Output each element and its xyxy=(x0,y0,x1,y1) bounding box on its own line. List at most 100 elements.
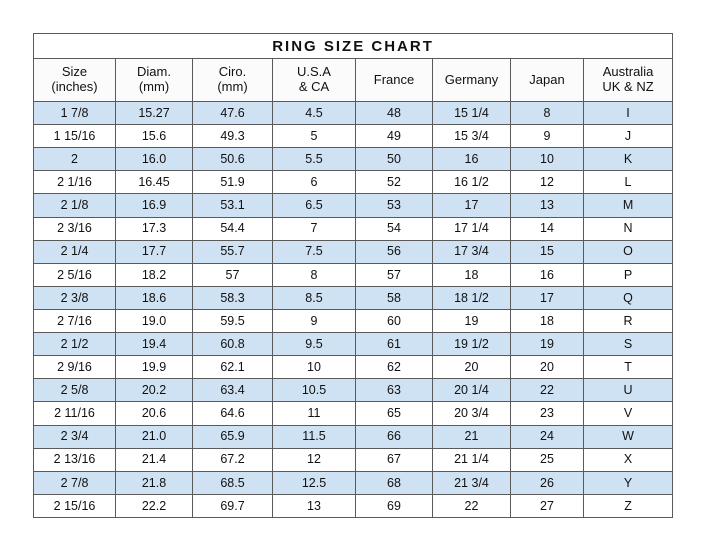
table-cell: 8.5 xyxy=(272,285,356,310)
table-cell: 27 xyxy=(510,493,584,519)
table-head: RING SIZE CHART Size (inches) Diam. (mm) Cir… xyxy=(32,33,674,102)
table-cell: 6.5 xyxy=(272,193,356,218)
table-cell: 55.7 xyxy=(192,239,273,264)
table-cell: 50.6 xyxy=(192,147,273,172)
table-cell: 57 xyxy=(355,262,433,287)
table-cell: 15 1/4 xyxy=(432,100,511,126)
table-row: 2 5/16 18.2 57 8 57 18 16 P xyxy=(33,262,674,287)
table-cell: 47.6 xyxy=(192,100,273,126)
table-cell: 18 xyxy=(510,308,584,334)
table-cell: Z xyxy=(582,493,674,519)
table-cell: 17.7 xyxy=(115,239,193,264)
table-cell: 68.5 xyxy=(192,470,273,495)
table-cell: 12 xyxy=(510,170,584,195)
table-cell: 18.6 xyxy=(115,285,193,310)
table-cell: 18.2 xyxy=(115,262,193,287)
column-header-line2: (mm) xyxy=(217,79,248,94)
table-row: 1 7/8 15.27 47.6 4.5 48 15 1/4 8 I xyxy=(33,100,674,126)
column-header-row: Size (inches) Diam. (mm) Ciro. (mm) U.S.A & CA F… xyxy=(33,58,674,102)
table-cell: 26 xyxy=(510,470,584,495)
table-row: 2 3/16 17.3 54.4 7 54 17 1/4 14 N xyxy=(33,216,674,241)
table-cell: R xyxy=(582,308,674,334)
table-cell: 17 3/4 xyxy=(432,239,511,264)
column-header-4: France xyxy=(355,58,433,102)
table-cell: 5.5 xyxy=(272,147,356,172)
column-header-1: Diam. (mm) xyxy=(115,58,193,102)
table-cell: 22.2 xyxy=(115,493,193,519)
table-cell: 15 3/4 xyxy=(432,124,511,149)
table-cell: 10.5 xyxy=(272,378,356,403)
table-row: 2 3/4 21.0 65.9 11.5 66 21 24 W xyxy=(33,424,674,449)
table-row: 2 3/8 18.6 58.3 8.5 58 18 1/2 17 Q xyxy=(33,285,674,310)
table-cell: 56 xyxy=(355,239,433,264)
table-cell: 63.4 xyxy=(192,378,273,403)
table-cell: 21.0 xyxy=(115,424,193,449)
table-cell: 2 xyxy=(33,147,116,172)
table-cell: 21 xyxy=(432,424,511,449)
table-body: 1 7/8 15.27 47.6 4.5 48 15 1/4 8 I 1 15/16 15.6 49… xyxy=(33,100,674,519)
table-cell: P xyxy=(582,262,674,287)
table-row: 2 7/8 21.8 68.5 12.5 68 21 3/4 26 Y xyxy=(33,470,674,495)
table-cell: W xyxy=(582,424,674,449)
table-cell: 15 xyxy=(510,239,584,264)
table-cell: I xyxy=(582,100,674,126)
table-cell: 20 3/4 xyxy=(432,401,511,426)
ring-size-table: RING SIZE CHART Size (inches) Diam. (mm) Cir… xyxy=(32,33,674,519)
table-cell: 2 1/8 xyxy=(33,193,116,218)
table-cell: 19.9 xyxy=(115,355,193,380)
table-cell: 19 xyxy=(510,332,584,357)
table-cell: 49 xyxy=(355,124,433,149)
table-cell: T xyxy=(582,355,674,380)
table-cell: 17 xyxy=(510,285,584,310)
table-row: 2 5/8 20.2 63.4 10.5 63 20 1/4 22 U xyxy=(33,378,674,403)
table-cell: 49.3 xyxy=(192,124,273,149)
table-cell: 11 xyxy=(272,401,356,426)
table-cell: 66 xyxy=(355,424,433,449)
column-header-line2: & CA xyxy=(298,79,330,94)
table-cell: Y xyxy=(582,470,674,495)
table-cell: 2 3/16 xyxy=(33,216,116,241)
table-cell: 8 xyxy=(272,262,356,287)
table-cell: 11.5 xyxy=(272,424,356,449)
table-cell: 16.9 xyxy=(115,193,193,218)
table-cell: 12.5 xyxy=(272,470,356,495)
table-cell: 24 xyxy=(510,424,584,449)
table-cell: 12 xyxy=(272,447,356,472)
table-cell: 16 xyxy=(510,262,584,287)
table-row: 2 1/8 16.9 53.1 6.5 53 17 13 M xyxy=(33,193,674,218)
column-header-line1: Germany xyxy=(444,71,499,87)
table-cell: K xyxy=(582,147,674,172)
table-cell: 14 xyxy=(510,216,584,241)
table-cell: 9.5 xyxy=(272,332,356,357)
column-header-3: U.S.A & CA xyxy=(272,58,356,102)
table-cell: 64.6 xyxy=(192,401,273,426)
column-header-line1: Australia xyxy=(602,64,654,80)
table-cell: 2 1/16 xyxy=(33,170,116,195)
table-cell: 2 3/8 xyxy=(33,285,116,310)
table-row: 2 11/16 20.6 64.6 11 65 20 3/4 23 V xyxy=(33,401,674,426)
table-cell: 69 xyxy=(355,493,433,519)
table-cell: S xyxy=(582,332,674,357)
table-cell: 16 xyxy=(432,147,511,172)
table-cell: V xyxy=(582,401,674,426)
table-cell: 51.9 xyxy=(192,170,273,195)
table-cell: 9 xyxy=(272,308,356,334)
table-cell: 59.5 xyxy=(192,308,273,334)
table-cell: 68 xyxy=(355,470,433,495)
table-cell: L xyxy=(582,170,674,195)
title-row: RING SIZE CHART xyxy=(32,33,674,59)
table-cell: 57 xyxy=(192,262,273,287)
table-cell: 58.3 xyxy=(192,285,273,310)
table-cell: 2 7/16 xyxy=(33,308,116,334)
table-row: 2 15/16 22.2 69.7 13 69 22 27 Z xyxy=(33,493,674,519)
table-cell: 10 xyxy=(272,355,356,380)
table-cell: 52 xyxy=(355,170,433,195)
column-header-line2: UK & NZ xyxy=(602,79,654,94)
table-row: 2 7/16 19.0 59.5 9 60 19 18 R xyxy=(33,308,674,334)
table-cell: 2 3/4 xyxy=(33,424,116,449)
table-cell: 20 xyxy=(432,355,511,380)
table-row: 2 1/16 16.45 51.9 6 52 16 1/2 12 L xyxy=(33,170,674,195)
table-cell: 2 1/4 xyxy=(33,239,116,264)
table-cell: U xyxy=(582,378,674,403)
table-cell: 61 xyxy=(355,332,433,357)
